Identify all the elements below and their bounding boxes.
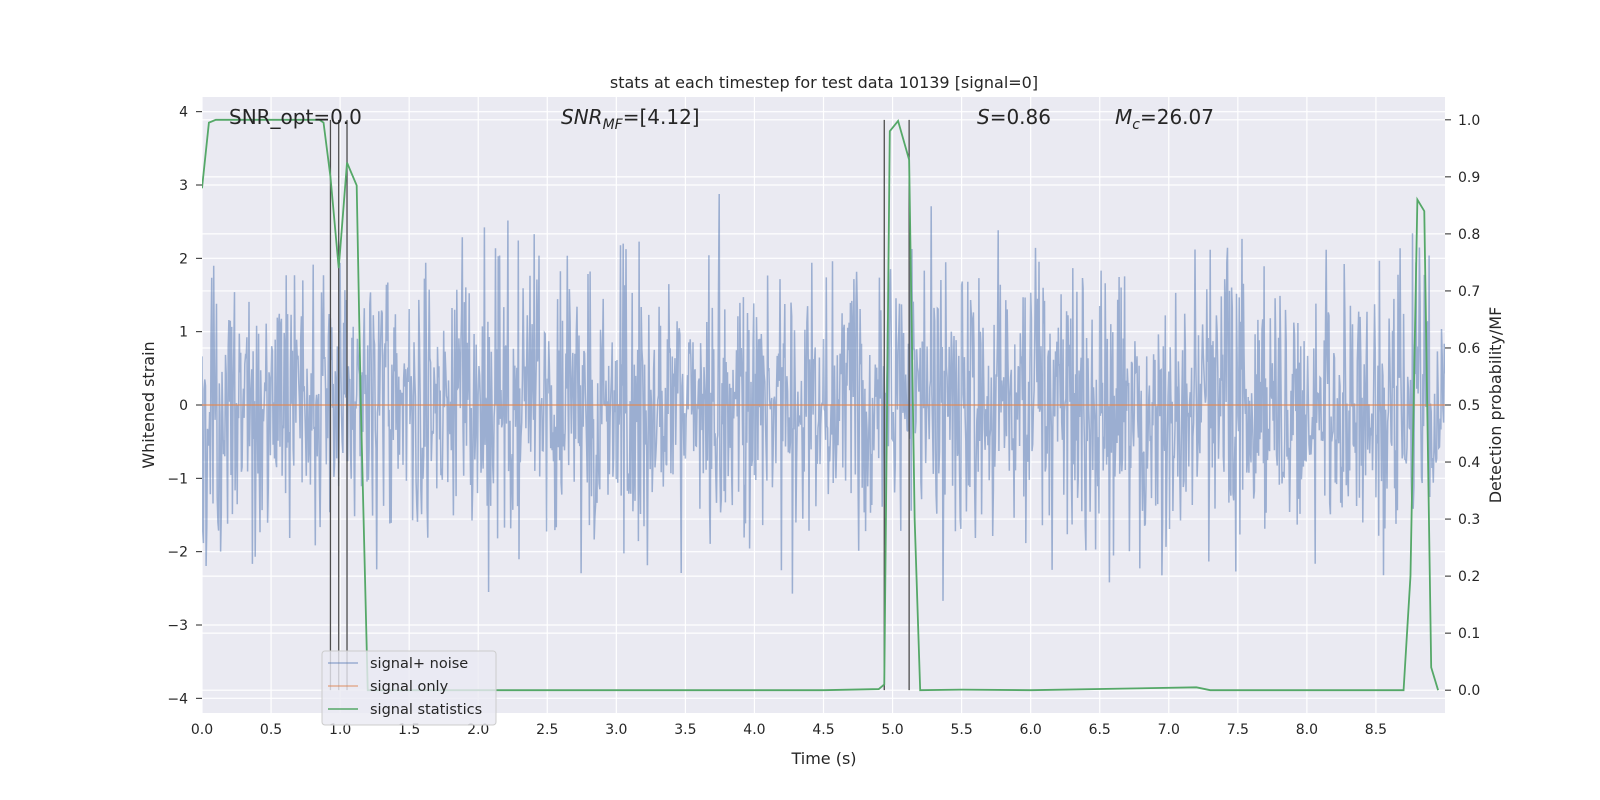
x-tick-label: 0.5 <box>260 722 282 738</box>
annotation-s: S=0.86 <box>977 105 1051 129</box>
y-tick-label-left: −3 <box>167 618 188 634</box>
series-signal-statistics <box>202 118 1439 692</box>
y-tick-label-right: 0.5 <box>1458 398 1480 414</box>
y-axis-label-right: Detection probability/MF <box>1486 307 1505 504</box>
y-axis-label-left: Whitened strain <box>139 341 158 468</box>
y-tick-label-right: 0.4 <box>1458 455 1480 471</box>
x-tick-label: 6.0 <box>1020 722 1042 738</box>
x-tick-label: 6.5 <box>1089 722 1111 738</box>
y-tick-label-left: 1 <box>179 325 188 341</box>
x-tick-label: 1.0 <box>329 722 351 738</box>
y-tick-label-left: 4 <box>179 105 188 121</box>
x-tick-label: 7.0 <box>1158 722 1180 738</box>
y-tick-label-left: 0 <box>179 398 188 414</box>
y-tick-label-right: 0.1 <box>1458 626 1480 642</box>
x-tick-label: 5.0 <box>881 722 903 738</box>
x-tick-label: 8.0 <box>1296 722 1318 738</box>
y-tick-label-right: 0.0 <box>1458 683 1480 699</box>
annotation-snr-opt: SNR_opt=0.0 <box>229 105 362 129</box>
legend-label-noise: signal+ noise <box>370 656 468 672</box>
y-tick-label-right: 0.2 <box>1458 569 1480 585</box>
x-tick-label: 2.0 <box>467 722 489 738</box>
series-signal-noise <box>202 193 1445 601</box>
y-tick-label-right: 0.8 <box>1458 227 1480 243</box>
legend-label-signal: signal only <box>370 679 449 695</box>
x-tick-label: 5.5 <box>950 722 972 738</box>
x-tick-label: 1.5 <box>398 722 420 738</box>
y-tick-label-left: −1 <box>167 471 188 487</box>
x-tick-label: 3.0 <box>605 722 627 738</box>
y-tick-label-right: 0.3 <box>1458 512 1480 528</box>
y-tick-label-left: 3 <box>179 178 188 194</box>
axes: 0.0 0.5 1.0 1.5 2.0 2.5 3.0 3.5 4.0 4.5 5.0 5.5 6.0 6… <box>167 105 1480 738</box>
x-tick-label: 4.5 <box>812 722 834 738</box>
x-tick-label: 7.5 <box>1227 722 1249 738</box>
x-axis-label: Time (s) <box>790 749 856 768</box>
x-tick-label: 2.5 <box>536 722 558 738</box>
y-tick-label-left: −2 <box>167 545 188 561</box>
x-tick-label: 0.0 <box>191 722 213 738</box>
data-series <box>202 118 1445 692</box>
y-tick-label-right: 0.7 <box>1458 284 1480 300</box>
x-tick-label: 4.0 <box>743 722 765 738</box>
y-tick-label-right: 0.9 <box>1458 170 1480 186</box>
y-tick-label-left: −4 <box>167 691 188 707</box>
legend-box <box>321 650 497 726</box>
legend: signal+ noise signal only signal statist… <box>321 650 497 726</box>
y-tick-label-left: 2 <box>179 251 188 267</box>
annotation-mc: Mc=26.07 <box>1115 105 1214 133</box>
y-tick-label-right: 0.6 <box>1458 341 1480 357</box>
x-tick-label: 8.5 <box>1365 722 1387 738</box>
annotation-snr-mf: SNRMF=[4.12] <box>561 105 700 133</box>
y-tick-label-right: 1.0 <box>1458 113 1480 129</box>
x-tick-label: 3.5 <box>674 722 696 738</box>
legend-label-statistics: signal statistics <box>370 702 482 718</box>
chart-title: stats at each timestep for test data 101… <box>610 73 1038 92</box>
